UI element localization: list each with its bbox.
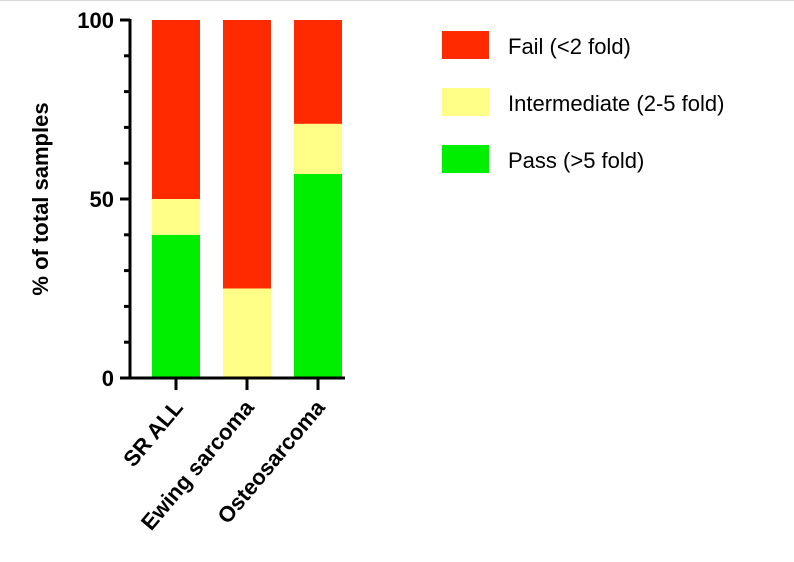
axes-layer bbox=[120, 18, 345, 390]
bar-segment-sr-all-s1 bbox=[152, 199, 200, 235]
legend-swatch-2 bbox=[442, 145, 489, 173]
legend-swatch-1 bbox=[442, 88, 489, 116]
legend: Fail (<2 fold) Intermediate (2-5 fold) Pas… bbox=[442, 31, 724, 173]
bar-segment-osteosarcoma-s0 bbox=[294, 173, 342, 378]
bar-segment-ewing-sarcoma-s2 bbox=[223, 20, 271, 289]
legend-swatch-0 bbox=[442, 31, 489, 59]
y-axis-title: % of total samples bbox=[28, 102, 53, 295]
bar-segment-osteosarcoma-s1 bbox=[294, 123, 342, 174]
bar-segment-sr-all-s2 bbox=[152, 20, 200, 199]
legend-label-0: Fail (<2 fold) bbox=[508, 34, 631, 59]
x-tick-label-sr-all: SR ALL bbox=[118, 395, 188, 471]
y-tick-label-100: 100 bbox=[77, 8, 114, 33]
bars-layer bbox=[152, 20, 342, 378]
bar-segment-sr-all-s0 bbox=[152, 234, 200, 378]
bar-segment-osteosarcoma-s2 bbox=[294, 20, 342, 124]
legend-label-1: Intermediate (2-5 fold) bbox=[508, 91, 724, 116]
bar-segment-ewing-sarcoma-s1 bbox=[223, 288, 271, 378]
y-tick-label-50: 50 bbox=[90, 187, 114, 212]
legend-label-2: Pass (>5 fold) bbox=[508, 148, 644, 173]
top-divider bbox=[0, 0, 794, 1]
y-tick-label-0: 0 bbox=[102, 366, 114, 391]
